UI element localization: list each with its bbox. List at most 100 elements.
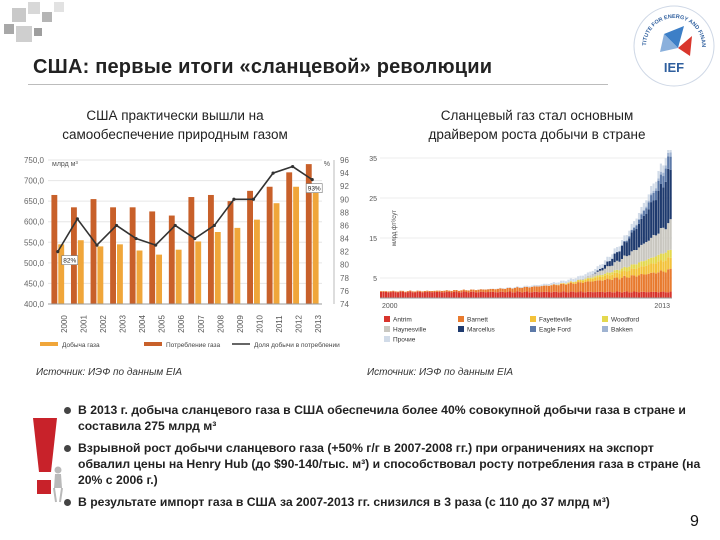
area-slice	[384, 291, 387, 292]
ratio-point	[134, 236, 138, 241]
area-slice	[623, 266, 626, 271]
area-slice	[543, 291, 546, 298]
area-slice	[547, 285, 551, 293]
bar-consumption	[51, 194, 58, 304]
area-slice	[513, 292, 516, 298]
area-slice	[491, 291, 495, 298]
area-slice	[538, 285, 541, 287]
area-slice	[599, 264, 602, 269]
area-slice	[647, 292, 650, 298]
area-slice	[620, 277, 624, 293]
annotation-box	[305, 183, 323, 193]
area-slice	[428, 290, 431, 293]
area-slice	[511, 292, 514, 298]
area-slice	[630, 232, 633, 252]
area-slice	[569, 281, 572, 283]
area-slice	[594, 276, 597, 278]
area-slice	[657, 292, 660, 298]
y-tick-left: 700,0	[24, 177, 45, 186]
area-slice	[625, 267, 628, 272]
area-slice	[611, 254, 614, 259]
ratio-point	[212, 223, 216, 228]
area-slice	[635, 264, 638, 270]
area-slice	[603, 292, 606, 298]
area-slice	[555, 285, 558, 292]
area-slice	[594, 273, 597, 277]
area-slice	[477, 292, 480, 298]
area-slice	[586, 275, 589, 278]
ratio-line	[57, 165, 313, 253]
bullet-dot-icon	[64, 445, 71, 452]
area-slice	[603, 260, 606, 265]
bar-consumption	[90, 199, 97, 304]
x-tick: 2005	[158, 315, 167, 333]
area-slice	[450, 292, 453, 298]
area-slice	[596, 266, 599, 271]
area-slice	[599, 275, 602, 277]
annotation-box	[61, 255, 79, 265]
area-slice	[521, 287, 524, 293]
area-slice	[637, 275, 641, 293]
area-slice	[599, 280, 602, 292]
area-slice	[467, 292, 470, 298]
area-slice	[581, 280, 585, 281]
area-slice	[620, 271, 624, 278]
area-slice	[511, 288, 514, 293]
area-slice	[623, 270, 626, 276]
bar-consumption	[168, 215, 175, 304]
area-slice	[496, 288, 499, 293]
legend-swatch	[384, 336, 390, 342]
legend-label: Потребление газа	[166, 341, 221, 349]
area-slice	[659, 260, 662, 271]
area-slice	[659, 163, 662, 172]
area-slice	[613, 277, 616, 293]
area-slice	[508, 287, 512, 288]
area-slice	[535, 284, 538, 287]
area-slice	[618, 246, 621, 252]
bar-production	[273, 203, 280, 304]
area-slice	[642, 209, 645, 211]
area-slice	[642, 291, 645, 298]
exclamation-icon	[33, 418, 63, 503]
area-slice	[545, 285, 548, 292]
area-slice	[667, 257, 670, 270]
bar-consumption	[207, 194, 214, 304]
area-slice	[635, 269, 638, 277]
area-slice	[669, 152, 672, 157]
area-slice	[504, 292, 507, 298]
area-slice	[518, 286, 521, 288]
y-tick-right: 92	[340, 182, 349, 191]
page-number: 9	[690, 513, 699, 530]
area-slice	[533, 286, 536, 292]
area-slice	[647, 264, 650, 274]
area-slice	[552, 282, 555, 285]
area-slice	[640, 214, 643, 219]
area-slice	[616, 272, 619, 278]
area-slice	[404, 291, 407, 293]
area-slice	[457, 290, 460, 293]
area-slice	[526, 286, 529, 292]
area-slice	[662, 172, 665, 177]
area-slice	[586, 291, 589, 298]
area-slice	[479, 289, 482, 292]
area-slice	[654, 181, 658, 189]
area-slice	[501, 291, 504, 298]
page-title: США: первые итоги «сланцевой» революции	[33, 56, 493, 78]
area-slice	[640, 266, 643, 274]
area-slice	[433, 290, 436, 293]
area-slice	[642, 274, 645, 292]
area-slice	[387, 291, 390, 293]
area-slice	[528, 292, 531, 298]
area-slice	[667, 292, 670, 298]
area-slice	[630, 268, 633, 276]
decor-square-7	[54, 2, 64, 12]
area-slice	[599, 268, 602, 271]
x-tick-start: 2000	[382, 303, 398, 310]
area-slice	[657, 171, 660, 179]
ief-logo: IEF INSTITUTE FOR ENERGY AND FINANCE	[632, 4, 715, 87]
area-slice	[409, 291, 412, 298]
area-slice	[606, 266, 609, 273]
area-slice	[606, 261, 609, 267]
area-slice	[584, 279, 587, 283]
area-slice	[596, 277, 599, 281]
